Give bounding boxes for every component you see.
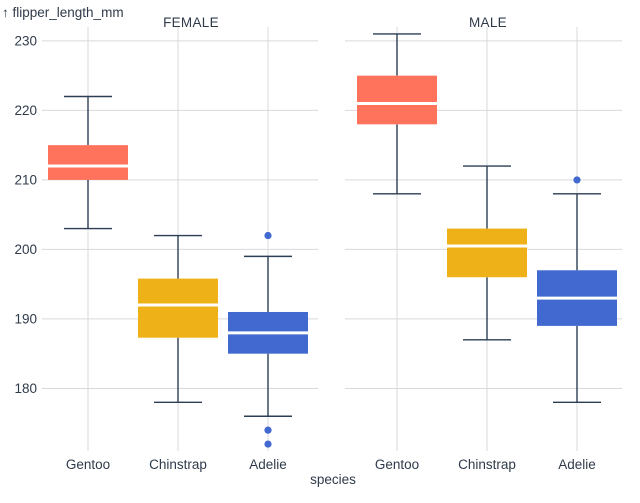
x-axis-label: species: [310, 472, 356, 487]
panel-title: FEMALE: [163, 15, 219, 30]
y-tick-label: 210: [14, 172, 37, 187]
y-tick-label: 190: [14, 311, 37, 326]
iqr-box: [357, 75, 437, 125]
x-tick-label: Gentoo: [66, 457, 110, 472]
grid-layer: [42, 40, 622, 389]
box-adelie: Adelie: [537, 176, 617, 472]
iqr-box: [138, 278, 218, 338]
x-tick-label: Gentoo: [375, 457, 419, 472]
outlier-point: [264, 440, 272, 448]
outlier-point: [264, 231, 272, 240]
y-tick-label: 220: [14, 103, 37, 118]
iqr-box: [48, 145, 128, 180]
panel-female: FEMALE Gentoo Chinstrap Adelie: [48, 15, 308, 472]
y-tick-label: 180: [14, 381, 37, 396]
panel-title: MALE: [469, 15, 507, 30]
y-tick-labels: 180 190 200 210 220 230: [14, 33, 37, 396]
box-gentoo: Gentoo: [48, 95, 128, 472]
x-tick-label: Adelie: [558, 457, 596, 472]
box-gentoo: Gentoo: [357, 33, 437, 472]
iqr-box: [447, 228, 527, 278]
box-chinstrap: Chinstrap: [447, 165, 527, 472]
y-tick-label: 230: [14, 33, 37, 48]
x-tick-label: Adelie: [249, 457, 287, 472]
outlier-point: [264, 426, 272, 434]
x-tick-label: Chinstrap: [458, 457, 516, 472]
y-tick-label: 200: [14, 242, 37, 257]
panels: FEMALE Gentoo Chinstrap Adelie MALE Gentoo Chi…: [48, 15, 617, 472]
x-tick-label: Chinstrap: [149, 457, 207, 472]
y-axis-label: ↑ flipper_length_mm: [2, 5, 124, 20]
outlier-point: [573, 176, 581, 184]
box-chinstrap: Chinstrap: [138, 234, 218, 472]
box-adelie: Adelie: [228, 231, 308, 472]
panel-male: MALE Gentoo Chinstrap Adelie: [357, 15, 617, 472]
